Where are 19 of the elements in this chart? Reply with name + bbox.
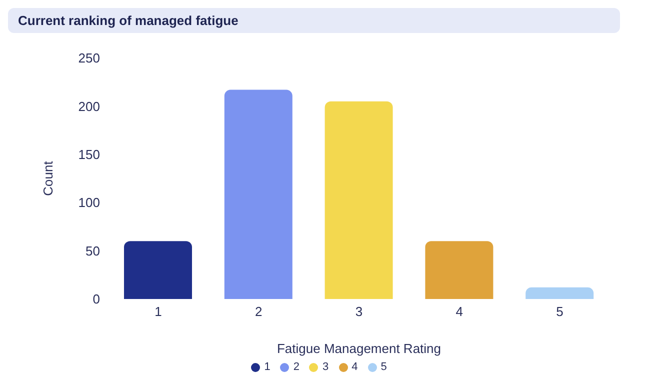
legend-label: 3 bbox=[322, 361, 329, 373]
x-tick-label: 3 bbox=[355, 304, 363, 320]
y-tick-label: 200 bbox=[78, 98, 100, 114]
x-tick-label: 1 bbox=[154, 304, 162, 320]
legend-label: 2 bbox=[293, 361, 300, 373]
y-tick-label: 150 bbox=[78, 147, 100, 162]
chart-title: Current ranking of managed fatigue bbox=[8, 8, 620, 33]
y-tick-label: 50 bbox=[86, 243, 100, 258]
legend-label: 1 bbox=[264, 361, 270, 373]
legend-label: 5 bbox=[380, 361, 387, 373]
y-axis-title: Count bbox=[40, 160, 56, 196]
y-tick-label: 100 bbox=[78, 195, 100, 210]
x-axis-title: Fatigue Management Rating bbox=[276, 341, 442, 356]
x-tick-label: 5 bbox=[556, 304, 564, 320]
y-tick-label: 0 bbox=[92, 292, 100, 307]
x-tick-label: 2 bbox=[254, 304, 262, 320]
legend-label: 4 bbox=[352, 361, 358, 373]
y-tick-label: 250 bbox=[78, 50, 100, 66]
x-tick-label: 4 bbox=[456, 304, 464, 320]
